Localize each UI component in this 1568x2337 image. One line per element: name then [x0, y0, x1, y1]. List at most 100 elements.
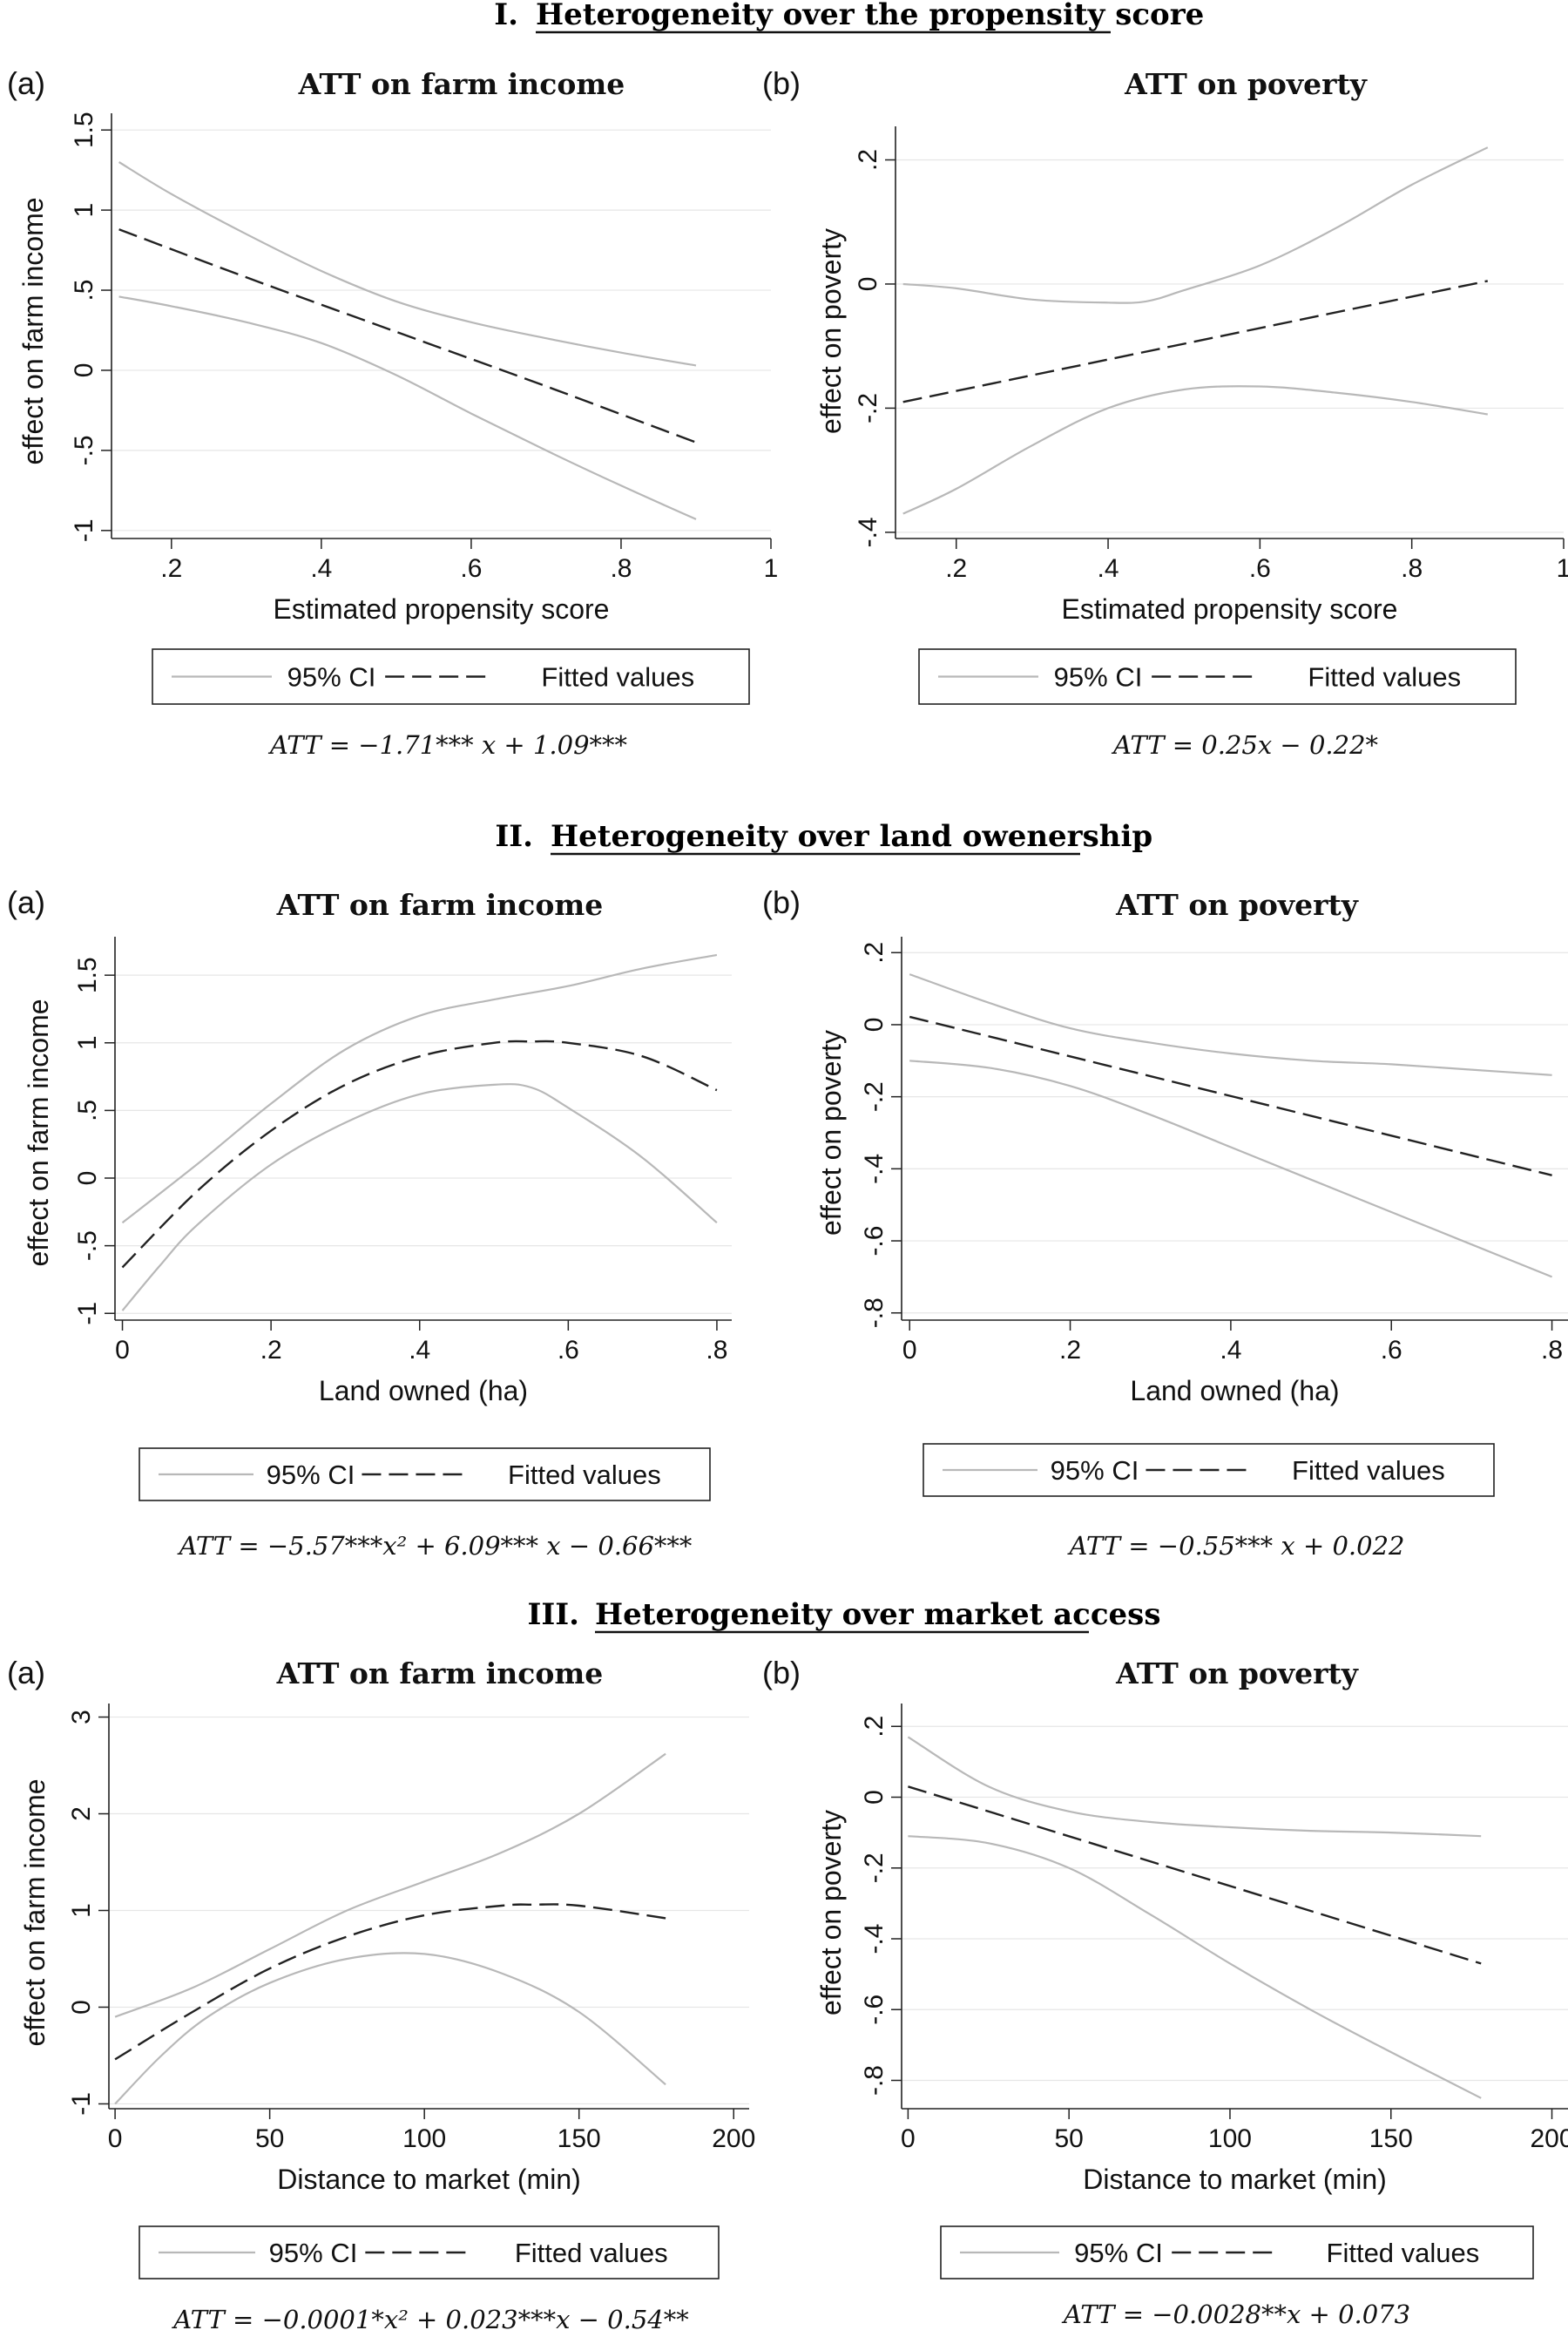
x-axis-title: Estimated propensity score [1062, 593, 1398, 625]
y-tick-label: .5 [70, 280, 98, 301]
x-tick-label: 0 [115, 1336, 130, 1365]
section-numeral: II. [495, 819, 533, 854]
legend: 95% CI Fitted values [139, 1447, 711, 1501]
y-tick-label: 0 [860, 1790, 889, 1805]
ci-upper-line [909, 973, 1552, 1076]
legend: 95% CI Fitted values [152, 648, 750, 705]
y-tick-label: -1 [70, 518, 98, 542]
regression-equation: ATT = 0.25x − 0.22* [1111, 730, 1379, 760]
x-axis-title: Land owned (ha) [1130, 1375, 1339, 1406]
chart-panels: (a) ATT on farm income-1-.50.511.5.2.4.6.… [7, 65, 1568, 2334]
regression-equation: ATT = −5.57***x² + 6.09*** x − 0.66*** [177, 1531, 693, 1561]
x-axis-title: Land owned (ha) [319, 1375, 528, 1406]
y-axis-title: effect on poverty [815, 1810, 847, 2015]
x-tick-label: 100 [402, 2124, 446, 2153]
y-tick-label: -.4 [854, 517, 882, 547]
y-tick-label: 0 [860, 1018, 889, 1033]
ci-upper-line [118, 161, 697, 367]
y-tick-label: 0 [854, 277, 882, 292]
y-tick-label: -.2 [854, 393, 882, 423]
x-tick-label: 150 [558, 2124, 601, 2153]
ci-lower-line [909, 1060, 1553, 1278]
y-tick-label: -1 [73, 1302, 102, 1325]
y-tick-label: -.6 [860, 1995, 889, 2025]
y-tick-label: .2 [860, 1716, 889, 1738]
y-axis-title: effect on farm income [19, 1778, 51, 2046]
y-tick-label: 0 [67, 2000, 96, 2015]
y-tick-label: -.8 [860, 1297, 889, 1328]
fitted-values-line [902, 280, 1489, 403]
y-tick-label: 1 [70, 203, 98, 218]
ci-upper-line [902, 146, 1489, 304]
x-tick-label: .6 [558, 1336, 579, 1365]
y-tick-label: 2 [67, 1806, 96, 1821]
x-axis-title: Distance to market (min) [1083, 2164, 1387, 2195]
legend-ci-label: 95% CI [1054, 662, 1143, 693]
ci-lower-line [121, 1083, 718, 1311]
regression-equation: ATT = −1.71*** x + 1.09*** [267, 730, 628, 760]
x-tick-label: .6 [1249, 554, 1271, 583]
section-numeral: III. [527, 1597, 579, 1632]
legend-fit-label: Fitted values [1308, 662, 1461, 693]
chart-title: ATT on farm income [298, 67, 625, 101]
legend-ci-label: 95% CI [287, 662, 376, 693]
x-tick-label: 50 [255, 2124, 284, 2153]
chart-panel-6: (b) ATT on poverty -.8 -.6 -.4 -.2 0 .2 0 50 100 15… [762, 1655, 1568, 2329]
y-tick-label: -.8 [860, 2065, 889, 2096]
x-tick-label: .8 [1401, 554, 1423, 583]
panel-label: (a) [7, 65, 45, 101]
x-tick-label: .6 [1381, 1336, 1402, 1365]
panel-label: (a) [7, 1655, 45, 1690]
regression-equation: ATT = −0.0001*x² + 0.023***x − 0.54** [171, 2305, 689, 2334]
y-tick-label: 1.5 [70, 112, 98, 148]
chart-title: ATT on farm income [276, 888, 604, 922]
y-tick-label: 3 [67, 1710, 96, 1724]
x-tick-label: .4 [1220, 1336, 1241, 1365]
x-tick-label: 50 [1054, 2124, 1083, 2153]
legend-fit-label: Fitted values [541, 662, 694, 693]
y-tick-label: -.4 [860, 1154, 889, 1184]
x-tick-label: 200 [1530, 2124, 1568, 2153]
y-tick-label: -.5 [73, 1230, 102, 1261]
y-tick-label: 0 [70, 363, 98, 378]
x-axis-title: Estimated propensity score [274, 593, 610, 625]
y-tick-label: 1 [73, 1035, 102, 1050]
x-tick-label: .4 [1098, 554, 1119, 583]
section-title: Heterogeneity over market access [595, 1597, 1160, 1632]
section-heading-3: III. Heterogeneity over market access [527, 1597, 1160, 1634]
chart-title: ATT on poverty [1124, 67, 1368, 101]
y-tick-label: .5 [73, 1100, 102, 1121]
y-axis-title: effect on farm income [23, 999, 54, 1266]
chart-title: ATT on poverty [1115, 888, 1359, 922]
chart-panel-5: (a) ATT on farm income -1 0 1 2 3 0 50 100 150 200 D… [7, 1655, 755, 2334]
x-tick-label: 1 [1557, 554, 1568, 583]
y-axis-title: effect on poverty [815, 1030, 847, 1236]
regression-equation: ATT = −0.55*** x + 0.022 [1066, 1531, 1404, 1561]
y-axis-title: effect on farm income [17, 197, 49, 464]
fitted-values-line [909, 1015, 1552, 1176]
legend: 95% CI Fitted values [139, 2225, 720, 2279]
y-tick-label: 1 [67, 1903, 96, 1918]
x-tick-label: .4 [310, 554, 332, 583]
fitted-values-line [908, 1785, 1482, 1965]
x-tick-label: 0 [902, 1336, 917, 1365]
ci-upper-line [121, 953, 718, 1224]
panel-label: (b) [762, 884, 801, 920]
ci-upper-line [114, 1752, 666, 2018]
chart-panel-2: (b) ATT on poverty -.4 -.2 0 .2 .2 .4 .6 .8 1 Estim… [762, 65, 1568, 760]
legend-ci-label: 95% CI [1051, 1455, 1139, 1486]
x-tick-label: .8 [610, 554, 632, 583]
section-title: Heterogeneity over land owenership [551, 819, 1152, 854]
regression-equation: ATT = −0.0028**x + 0.073 [1061, 2300, 1410, 2329]
section-heading-1: I. Heterogeneity over the propensity sco… [494, 0, 1204, 34]
x-tick-label: 0 [108, 2124, 123, 2153]
ci-upper-line [907, 1736, 1482, 1838]
y-tick-label: -1 [67, 2092, 96, 2116]
ci-lower-line [118, 295, 697, 520]
ci-lower-line [114, 1952, 666, 2105]
panel-label: (b) [762, 65, 801, 101]
x-tick-label: .2 [1059, 1336, 1081, 1365]
panel-label: (b) [762, 1655, 801, 1690]
ci-lower-line [908, 1835, 1482, 2099]
